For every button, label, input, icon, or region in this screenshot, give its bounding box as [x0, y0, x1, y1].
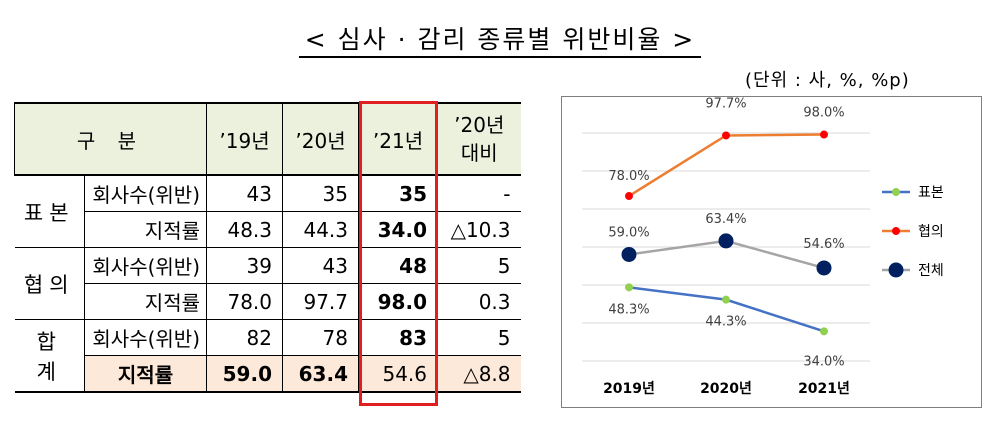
cell-2020: 78 — [282, 319, 359, 356]
cell-change: 0.3 — [437, 283, 521, 320]
header-category: 구 분 — [14, 102, 207, 176]
cell-2019: 82 — [206, 319, 283, 356]
group-label: 표본 — [14, 174, 85, 248]
row-label: 지적률 — [84, 283, 207, 320]
legend-label: 협의 — [918, 224, 944, 240]
data-point — [722, 295, 730, 304]
data-point — [718, 233, 734, 249]
cell-2020: 43 — [282, 247, 359, 284]
series-line — [628, 133, 825, 198]
table-row: 지적률 78.0 97.7 98.0 0.3 — [15, 283, 521, 320]
cell-2019: 48.3 — [206, 211, 283, 248]
x-tick-label: 2020년 — [700, 381, 752, 397]
header-2019: ’19년 — [206, 102, 283, 176]
cell-2019: 78.0 — [206, 283, 283, 320]
cell-change: △8.8 — [437, 355, 521, 393]
cell-2021: 83 — [358, 319, 438, 356]
cell-2021: 98.0 — [358, 283, 438, 320]
cell-2021: 35 — [358, 174, 438, 212]
x-tick-label: 2021년 — [798, 381, 850, 397]
data-point — [816, 260, 832, 276]
data-label: 63.4% — [705, 212, 746, 227]
chart-panel: 2019년 2020년 2021년 48.3% 44.3% 34.0% 78.0% 97.7%… — [561, 96, 982, 408]
group-label: 합 계 — [14, 319, 85, 393]
table-row: 합 계 회사수(위반) 82 78 83 5 — [14, 319, 521, 393]
cell-change: - — [437, 174, 521, 212]
legend-label: 표본 — [918, 185, 944, 201]
row-label: 지적률 — [84, 211, 207, 248]
cell-2019: 59.0 — [206, 355, 283, 393]
data-point — [625, 283, 633, 292]
data-label: 34.0% — [803, 354, 844, 369]
data-point — [722, 131, 730, 140]
cell-2021: 54.6 — [358, 355, 438, 393]
page-title: < 심사 · 감리 종류별 위반비율 > — [0, 20, 1000, 58]
violation-rate-chart: 2019년 2020년 2021년 48.3% 44.3% 34.0% 78.0% 97.7%… — [582, 97, 944, 397]
header-2020: ’20년 — [282, 102, 359, 176]
table-row: 지적률 59.0 63.4 54.6 △8.8 — [15, 355, 521, 393]
cell-2021: 34.0 — [358, 211, 438, 248]
data-point — [625, 192, 633, 201]
cell-change: 5 — [437, 247, 521, 284]
cell-change: 5 — [437, 319, 521, 356]
row-label: 회사수(위반) — [84, 319, 207, 356]
x-tick-label: 2019년 — [603, 381, 655, 397]
data-label: 98.0% — [803, 106, 844, 121]
legend-label: 전체 — [918, 263, 944, 279]
header-2021: ’21년 — [358, 102, 438, 176]
data-label: 48.3% — [608, 302, 649, 317]
cell-2021: 48 — [358, 247, 438, 284]
unit-note: (단위 : 사, %, %p) — [745, 70, 910, 91]
header-change: ’20년 대비 — [437, 102, 521, 176]
legend-marker — [892, 188, 900, 196]
data-point — [621, 246, 637, 262]
table-row: 지적률 48.3 44.3 34.0 △10.3 — [15, 211, 521, 248]
group-label: 협의 — [14, 247, 85, 320]
data-point — [820, 130, 828, 139]
cell-change: △10.3 — [437, 211, 521, 248]
cell-2020: 44.3 — [282, 211, 359, 248]
cell-2019: 43 — [206, 174, 283, 212]
data-label: 54.6% — [803, 237, 844, 252]
data-label: 44.3% — [705, 315, 746, 330]
cell-2020: 35 — [282, 174, 359, 212]
violation-rate-table: 구 분 ’19년 ’20년 ’21년 ’20년 대비 표본 회사수(위반) 43… — [14, 102, 521, 393]
cell-2019: 39 — [206, 247, 283, 284]
cell-2020: 97.7 — [282, 283, 359, 320]
data-point — [820, 327, 828, 336]
legend-marker — [892, 227, 900, 235]
page-title-text: < 심사 · 감리 종류별 위반비율 > — [298, 25, 702, 58]
row-label: 회사수(위반) — [84, 247, 207, 284]
legend-marker — [888, 262, 904, 278]
data-label: 59.0% — [608, 225, 649, 240]
cell-2020: 63.4 — [282, 355, 359, 393]
table-row: 협의 회사수(위반) 39 43 48 5 — [14, 247, 521, 320]
table-header-row: 구 분 ’19년 ’20년 ’21년 ’20년 대비 — [14, 102, 521, 176]
table-row: 표본 회사수(위반) 43 35 35 - — [14, 174, 521, 248]
row-label: 지적률 — [84, 355, 207, 393]
data-label: 97.7% — [705, 97, 746, 111]
data-label: 78.0% — [608, 169, 649, 184]
row-label: 회사수(위반) — [84, 174, 207, 212]
